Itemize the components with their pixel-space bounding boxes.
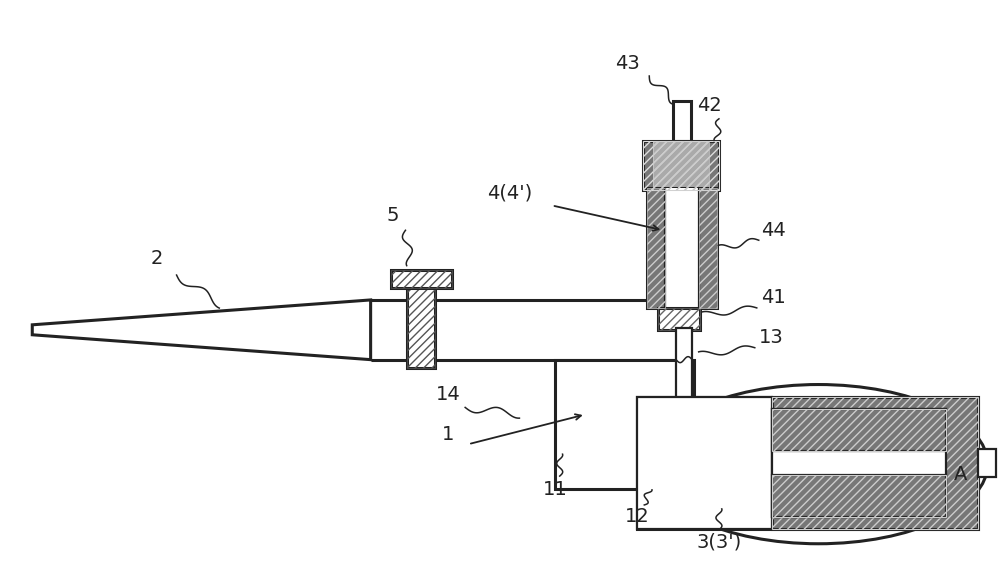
Text: 14: 14 (436, 385, 461, 404)
Bar (772, 397, 978, 529)
Text: 44: 44 (761, 221, 786, 240)
Bar (772, 409, 946, 451)
Bar (665, 189, 699, 308)
Bar (647, 189, 665, 308)
Text: 2: 2 (150, 248, 163, 267)
Text: 43: 43 (615, 53, 640, 72)
Text: 12: 12 (625, 507, 650, 526)
Bar (391, 270, 452, 288)
Text: 3(3'): 3(3') (696, 532, 742, 551)
Bar (676, 328, 692, 402)
Text: 5: 5 (386, 206, 399, 225)
Text: 1: 1 (442, 425, 454, 444)
Text: 13: 13 (759, 328, 784, 347)
Bar (658, 308, 700, 330)
Text: 42: 42 (697, 97, 721, 116)
Bar (772, 409, 946, 451)
Bar (391, 270, 452, 288)
Bar (637, 397, 978, 529)
Text: 41: 41 (761, 289, 786, 308)
Text: A: A (954, 465, 967, 484)
Text: 4(4'): 4(4') (487, 184, 533, 203)
Bar (555, 359, 694, 489)
Polygon shape (32, 300, 371, 359)
Bar (772, 397, 978, 529)
Bar (647, 189, 717, 308)
Bar (637, 397, 772, 529)
Bar (673, 101, 691, 141)
Bar (407, 280, 435, 367)
Bar (699, 189, 717, 308)
Bar (653, 141, 709, 190)
Bar (772, 409, 946, 517)
Bar (772, 475, 946, 517)
Bar (772, 475, 946, 517)
Bar (643, 141, 719, 190)
Ellipse shape (649, 385, 988, 544)
Bar (647, 189, 665, 308)
Bar (699, 189, 717, 308)
Bar (407, 280, 435, 367)
Bar (643, 141, 719, 190)
Text: 11: 11 (543, 480, 568, 499)
Bar (978, 449, 996, 477)
Bar (653, 141, 709, 190)
Bar (658, 308, 700, 330)
